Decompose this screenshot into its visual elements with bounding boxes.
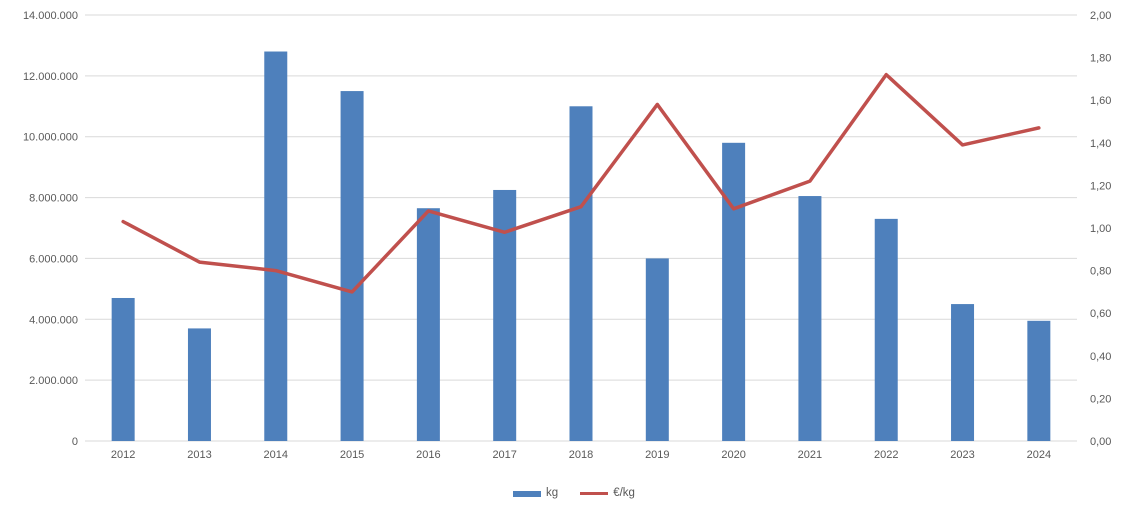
bar-2016[interactable]: [416, 208, 440, 441]
x-axis-category-label: 2017: [492, 449, 516, 461]
bar-2021[interactable]: [798, 196, 822, 441]
x-axis-category-label: 2015: [340, 449, 364, 461]
x-axis-category-label: 2022: [874, 449, 898, 461]
right-axis-tick-label: 0,20: [1090, 393, 1111, 405]
right-axis-tick-label: 1,60: [1090, 95, 1111, 107]
right-axis-tick-label: 0,60: [1090, 308, 1111, 320]
eur-per-kg-legend-label: €/kg: [613, 487, 635, 499]
kg-legend-swatch: [513, 490, 542, 497]
eur-per-kg-legend-swatch: [580, 492, 609, 496]
x-axis-category-label: 2013: [187, 449, 211, 461]
left-axis-tick-label: 10.000.000: [23, 132, 78, 144]
x-axis-category-label: 2023: [950, 449, 974, 461]
right-axis-tick-label: 1,80: [1090, 53, 1111, 65]
bar-2014[interactable]: [264, 51, 288, 442]
legend-item-eur-per-kg[interactable]: €/kg: [580, 487, 635, 500]
x-axis-category-label: 2014: [264, 449, 288, 461]
right-axis-tick-label: 1,40: [1090, 138, 1111, 150]
left-axis-tick-label: 6.000.000: [29, 253, 78, 265]
x-axis-category-label: 2018: [569, 449, 593, 461]
bar-2018[interactable]: [569, 106, 593, 442]
left-axis-tick-label: 8.000.000: [29, 193, 78, 205]
x-axis-category-label: 2012: [111, 449, 135, 461]
x-axis-category-label: 2021: [798, 449, 822, 461]
legend-item-kg[interactable]: kg: [513, 487, 559, 500]
x-axis-category-label: 2016: [416, 449, 440, 461]
left-axis-tick-label: 0: [72, 436, 78, 448]
x-axis-category-label: 2020: [721, 449, 745, 461]
left-axis-tick-label: 12.000.000: [23, 71, 78, 83]
x-axis-category-label: 2019: [645, 449, 669, 461]
right-axis-tick-label: 0,00: [1090, 436, 1111, 448]
bar-2023[interactable]: [951, 304, 975, 441]
x-axis-category-label: 2024: [1027, 449, 1051, 461]
bar-2019[interactable]: [645, 258, 669, 441]
right-axis-tick-label: 2,00: [1090, 10, 1111, 22]
bar-2013[interactable]: [187, 328, 211, 441]
left-axis-tick-label: 14.000.000: [23, 10, 78, 22]
bar-2015[interactable]: [340, 91, 364, 442]
legend: kg €/kg: [0, 487, 1148, 500]
bar-2012[interactable]: [111, 297, 135, 441]
price-line[interactable]: [121, 72, 1041, 294]
kg-legend-label: kg: [546, 487, 559, 499]
bar-2024[interactable]: [1027, 320, 1051, 441]
right-axis-tick-label: 0,80: [1090, 266, 1111, 278]
left-axis-tick-label: 4.000.000: [29, 314, 78, 326]
right-axis-tick-label: 0,40: [1090, 351, 1111, 363]
bar-2022[interactable]: [874, 218, 898, 441]
bar-2017[interactable]: [493, 189, 517, 441]
bar-2020[interactable]: [722, 142, 746, 442]
left-axis-tick-label: 2.000.000: [29, 375, 78, 387]
right-axis-tick-label: 1,20: [1090, 180, 1111, 192]
right-axis-tick-label: 1,00: [1090, 223, 1111, 235]
